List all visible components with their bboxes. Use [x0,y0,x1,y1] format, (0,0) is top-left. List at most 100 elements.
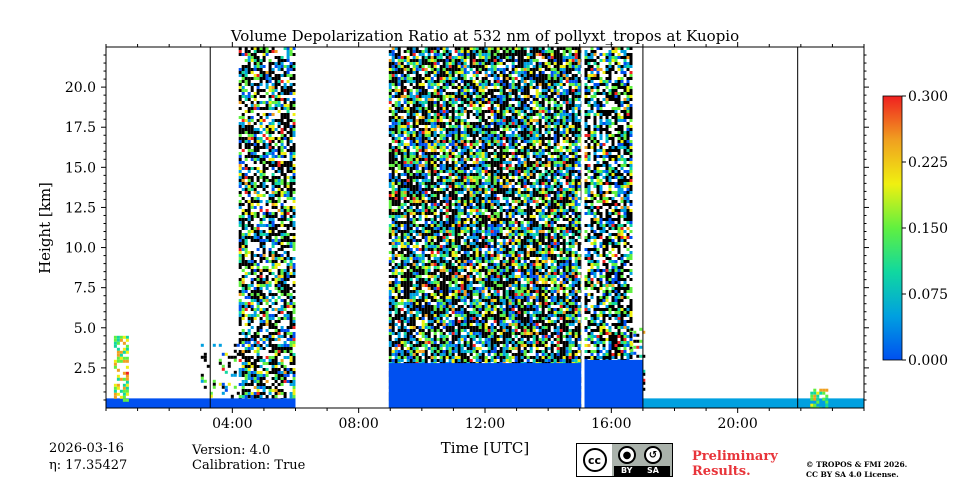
noise-pixel [256,224,260,227]
noise-pixel [388,335,392,338]
noise-pixel [289,146,293,149]
noise-pixel [259,308,263,311]
noise-pixel [412,320,416,323]
noise-pixel [457,107,461,110]
noise-pixel [280,122,284,125]
noise-pixel [418,248,422,251]
noise-pixel [469,323,473,326]
noise-pixel [247,191,251,194]
noise-pixel [238,137,242,140]
noise-pixel [412,125,416,128]
noise-pixel [463,122,467,125]
noise-pixel [427,107,431,110]
noise-pixel [403,122,407,125]
noise-pixel [283,107,287,110]
noise-pixel [433,311,437,314]
noise-pixel [475,239,479,242]
noise-pixel [424,179,428,182]
noise-pixel [457,62,461,65]
noise-pixel [271,362,275,365]
noise-pixel [400,245,404,248]
noise-pixel [439,200,443,203]
noise-pixel [430,353,434,356]
noise-pixel [274,224,278,227]
noise-pixel [448,134,452,137]
noise-pixel [268,161,272,164]
noise-pixel [259,323,263,326]
noise-pixel [475,89,479,92]
noise-pixel [478,98,482,101]
noise-pixel [400,119,404,122]
noise-pixel [460,143,464,146]
noise-pixel [289,164,293,167]
noise-pixel [388,182,392,185]
noise-pixel [430,146,434,149]
noise-pixel [271,50,275,53]
noise-pixel [454,47,458,50]
noise-pixel [292,77,296,80]
noise-pixel [478,47,482,50]
noise-pixel [469,275,473,278]
noise-pixel [469,248,473,251]
noise-pixel [457,86,461,89]
noise-pixel [406,113,410,116]
noise-pixel [286,56,290,59]
noise-pixel [415,269,419,272]
noise-pixel [433,134,437,137]
noise-pixel [286,149,290,152]
noise-pixel [253,95,257,98]
noise-pixel [484,131,488,134]
noise-pixel [415,182,419,185]
noise-pixel [442,164,446,167]
noise-pixel [238,74,242,77]
noise-pixel [463,137,467,140]
noise-pixel [415,131,419,134]
noise-pixel [256,383,260,386]
noise-pixel [283,245,287,248]
noise-pixel [241,353,245,356]
noise-pixel [457,323,461,326]
noise-pixel [451,209,455,212]
noise-pixel [472,281,476,284]
noise-pixel [478,332,482,335]
noise-pixel [274,347,278,350]
noise-pixel [283,182,287,185]
noise-pixel [256,167,260,170]
noise-pixel [478,212,482,215]
noise-pixel [475,221,479,224]
noise-pixel [460,74,464,77]
noise-pixel [469,164,473,167]
noise-pixel [412,176,416,179]
noise-pixel [409,275,413,278]
noise-pixel [436,110,440,113]
noise-pixel [409,338,413,341]
noise-pixel [439,260,443,263]
noise-pixel [397,215,401,218]
noise-pixel [430,197,434,200]
noise-pixel [286,110,290,113]
noise-pixel [406,200,410,203]
noise-pixel [406,239,410,242]
noise-pixel [292,104,296,107]
noise-pixel [394,233,398,236]
noise-pixel [466,335,470,338]
noise-pixel [442,68,446,71]
noise-pixel [475,326,479,329]
noise-pixel [457,74,461,77]
noise-pixel [460,209,464,212]
noise-pixel [286,68,290,71]
noise-pixel [394,161,398,164]
noise-pixel [238,359,242,362]
noise-pixel [481,65,485,68]
noise-pixel [427,272,431,275]
noise-pixel [250,86,254,89]
noise-pixel [397,104,401,107]
noise-pixel [289,275,293,278]
noise-pixel [238,86,242,89]
noise-pixel [274,287,278,290]
noise-pixel [286,305,290,308]
noise-pixel [469,59,473,62]
noise-pixel [391,110,395,113]
noise-pixel [436,245,440,248]
noise-pixel [415,62,419,65]
